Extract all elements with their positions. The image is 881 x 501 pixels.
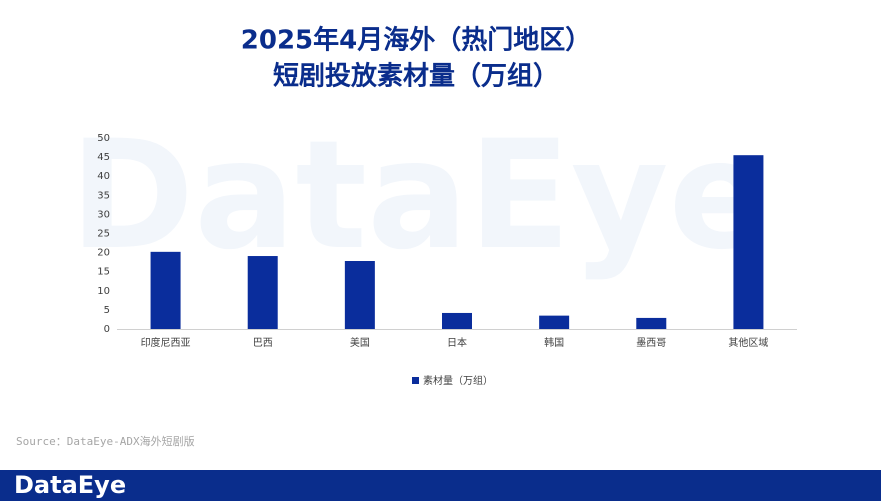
bar: [442, 312, 472, 329]
legend-swatch: [412, 377, 419, 384]
bar: [344, 261, 375, 329]
x-tick-label: 日本: [447, 336, 467, 349]
bar: [150, 251, 181, 329]
chart-subtitle: 短剧投放素材量（万组）: [273, 61, 559, 92]
y-tick-label: 20: [97, 248, 110, 259]
y-tick-label: 10: [97, 286, 110, 297]
y-tick-label: 40: [97, 171, 110, 182]
bar: [539, 315, 570, 329]
x-tick-label: 美国: [350, 336, 370, 349]
footer-bar: [0, 470, 881, 501]
source: Source：DataEye-ADX海外短剧版: [16, 434, 195, 448]
y-tick-label: 15: [97, 267, 110, 278]
watermark: DataEye: [70, 109, 771, 283]
y-tick-label: 30: [97, 209, 110, 220]
y-tick-label: 0: [104, 324, 110, 335]
x-tick-label: 其他区域: [728, 336, 768, 349]
bar: [247, 256, 278, 329]
legend-label: 素材量（万组）: [423, 374, 493, 387]
x-tick-label: 墨西哥: [636, 337, 666, 349]
bar: [733, 155, 764, 329]
y-tick-label: 35: [97, 190, 110, 201]
bar: [636, 317, 667, 329]
y-tick-label: 5: [104, 305, 110, 316]
x-tick-label: 印度尼西亚: [141, 336, 191, 349]
y-tick-label: 50: [97, 133, 110, 144]
x-tick-label: 巴西: [253, 337, 273, 349]
x-tick-label: 韩国: [544, 336, 564, 349]
y-tick-label: 25: [97, 229, 110, 240]
chart-title: 2025年4月海外（热门地区）: [241, 25, 591, 56]
footer-logo: DataEye: [14, 471, 126, 499]
y-tick-label: 45: [97, 152, 110, 163]
